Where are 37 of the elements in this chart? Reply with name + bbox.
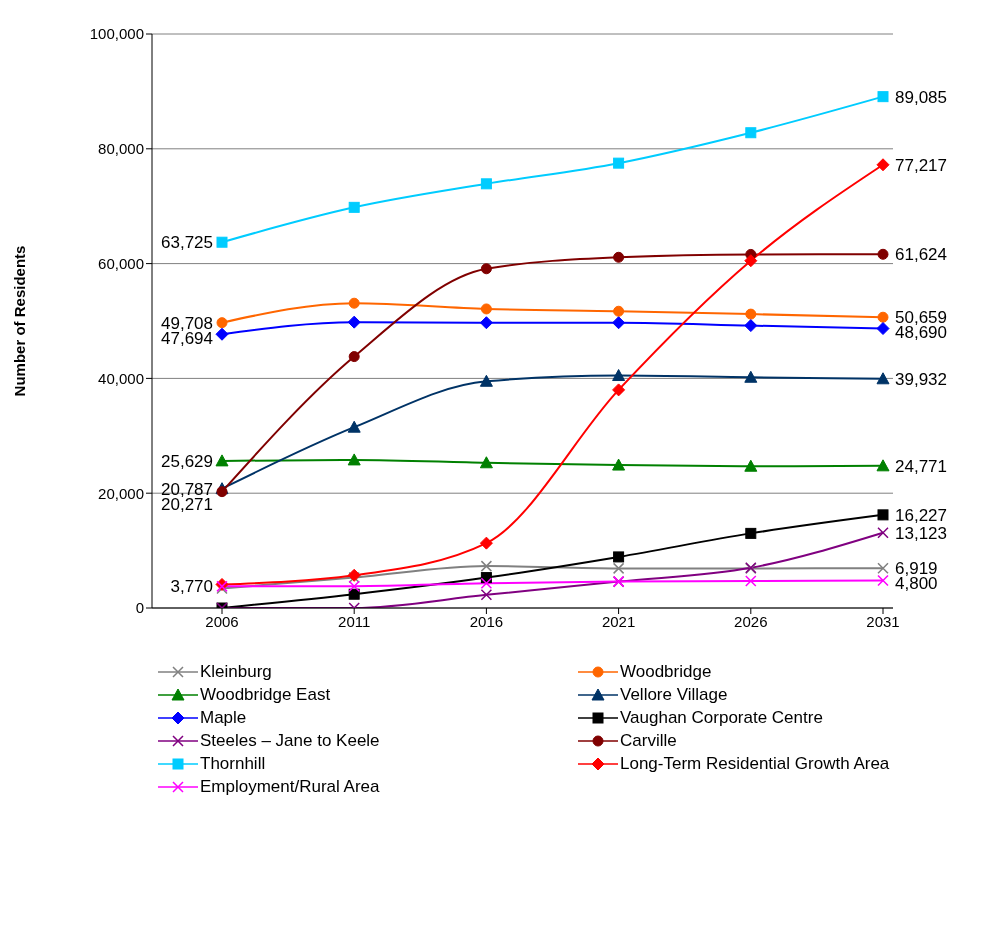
legend-label: Long-Term Residential Growth Area bbox=[620, 754, 890, 774]
data-label: 6,919 bbox=[895, 559, 938, 579]
legend-label: Maple bbox=[200, 708, 247, 728]
legend-label: Employment/Rural Area bbox=[200, 777, 380, 797]
data-label: 3,770 bbox=[170, 577, 213, 597]
x-tick-label: 2011 bbox=[338, 612, 371, 630]
x-tick-label: 2026 bbox=[734, 612, 768, 630]
legend-label: Thornhill bbox=[200, 754, 266, 774]
y-tick-label: 20,000 bbox=[98, 484, 144, 502]
x-tick-label: 2031 bbox=[866, 612, 900, 630]
data-label: 39,932 bbox=[895, 369, 947, 389]
legend-label: Woodbridge East bbox=[200, 685, 331, 705]
x-tick-label: 2016 bbox=[469, 612, 504, 630]
data-label: 20,787 bbox=[161, 479, 213, 499]
y-tick-label: 100,000 bbox=[89, 25, 144, 43]
data-label: 25,629 bbox=[161, 451, 213, 471]
data-label: 13,123 bbox=[895, 523, 947, 543]
legend-label: Vaughan Corporate Centre bbox=[620, 708, 823, 728]
x-tick-label: 2006 bbox=[205, 612, 239, 630]
data-label: 63,725 bbox=[161, 233, 213, 253]
y-tick-label: 80,000 bbox=[98, 140, 144, 158]
legend-label: Carville bbox=[620, 731, 677, 751]
data-label: 24,771 bbox=[895, 456, 947, 476]
data-label: 16,227 bbox=[895, 505, 947, 525]
x-tick-label: 2021 bbox=[601, 612, 636, 630]
data-label: 89,085 bbox=[895, 87, 947, 107]
y-tick-label: 0 bbox=[135, 599, 144, 617]
data-label: 49,708 bbox=[161, 313, 213, 333]
legend-label: Vellore Village bbox=[620, 685, 728, 705]
data-label: 77,217 bbox=[895, 155, 947, 175]
y-axis-title: Number of Residents bbox=[11, 245, 29, 397]
data-label: 61,624 bbox=[895, 245, 947, 265]
legend-label: Woodbridge bbox=[620, 662, 712, 682]
y-tick-label: 40,000 bbox=[98, 369, 144, 387]
legend-label: Kleinburg bbox=[200, 662, 272, 682]
legend-label: Steeles – Jane to Keele bbox=[200, 731, 380, 751]
y-tick-label: 60,000 bbox=[98, 254, 144, 272]
